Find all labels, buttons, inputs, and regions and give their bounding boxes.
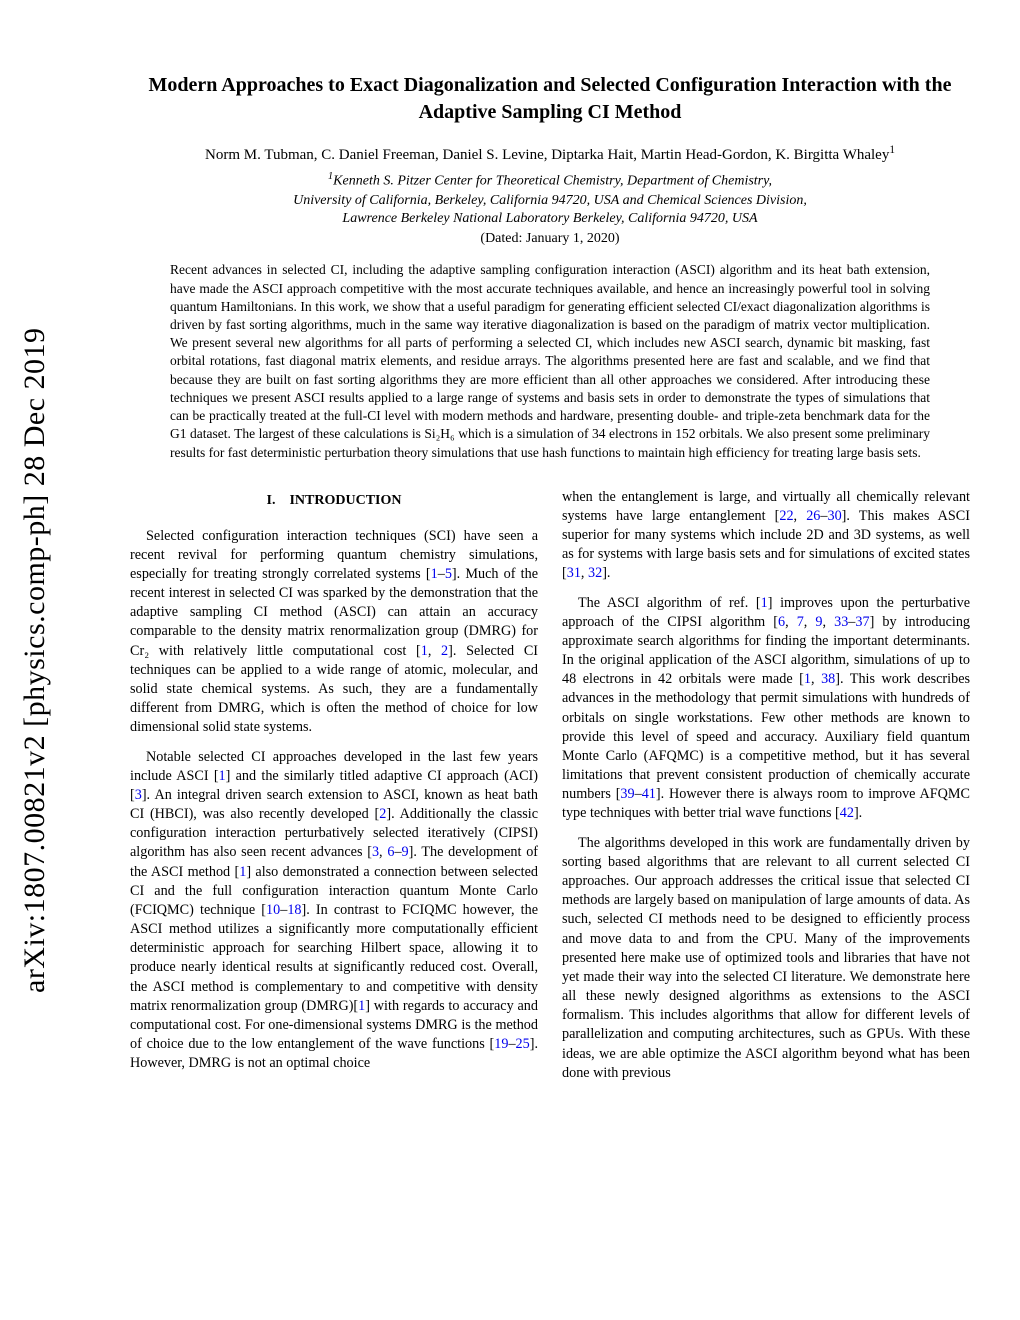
- cite[interactable]: 38: [821, 671, 835, 687]
- paper-content: Modern Approaches to Exact Diagonalizati…: [130, 72, 970, 1093]
- text: –: [438, 566, 445, 582]
- cite[interactable]: 39: [620, 786, 634, 802]
- cite[interactable]: 1: [219, 768, 226, 784]
- text: The ASCI algorithm of ref. [: [578, 595, 761, 611]
- cite[interactable]: 19: [494, 1036, 508, 1052]
- right-column: when the entanglement is large, and virt…: [562, 488, 970, 1093]
- affiliation-line-2: University of California, Berkeley, Cali…: [293, 193, 807, 208]
- arxiv-id-text: arXiv:1807.00821v2 [physics.comp-ph] 28 …: [18, 327, 51, 993]
- left-para-1: Selected configuration interaction techn…: [130, 527, 538, 738]
- two-column-body: I. INTRODUCTION Selected configuration i…: [130, 488, 970, 1093]
- cite[interactable]: 22: [779, 508, 793, 524]
- text: ,: [804, 614, 816, 630]
- cite[interactable]: 33: [834, 614, 848, 630]
- right-para-1: when the entanglement is large, and virt…: [562, 488, 970, 584]
- abstract-text: Recent advances in selected CI, includin…: [170, 261, 930, 461]
- cite[interactable]: 1: [804, 671, 811, 687]
- text: ].: [602, 565, 610, 581]
- cite[interactable]: 1: [761, 595, 768, 611]
- right-para-2: The ASCI algorithm of ref. [1] improves …: [562, 594, 970, 824]
- affiliation-line-3: Lawrence Berkeley National Laboratory Be…: [342, 211, 757, 226]
- cite[interactable]: 31: [567, 565, 581, 581]
- cite[interactable]: 1: [431, 566, 438, 582]
- text: –: [635, 786, 642, 802]
- text: ,: [428, 643, 441, 659]
- cite[interactable]: 25: [516, 1036, 530, 1052]
- cite[interactable]: 32: [588, 565, 602, 581]
- text: ]. This work describes advances in the m…: [562, 671, 970, 802]
- text: ,: [581, 565, 588, 581]
- text: ,: [785, 614, 797, 630]
- dated-line: (Dated: January 1, 2020): [130, 231, 970, 247]
- text: –: [508, 1036, 515, 1052]
- cite[interactable]: 30: [827, 508, 841, 524]
- paper-title: Modern Approaches to Exact Diagonalizati…: [130, 72, 970, 126]
- cite[interactable]: 41: [642, 786, 656, 802]
- section-heading: I. INTRODUCTION: [130, 492, 538, 511]
- cite[interactable]: 5: [445, 566, 452, 582]
- cite[interactable]: 3: [372, 844, 379, 860]
- text: ,: [794, 508, 807, 524]
- left-para-2: Notable selected CI approaches developed…: [130, 748, 538, 1074]
- author-affil-sup: 1: [889, 144, 895, 156]
- text: ,: [811, 671, 821, 687]
- cite[interactable]: 9: [402, 844, 409, 860]
- cite[interactable]: 3: [135, 787, 142, 803]
- cite[interactable]: 7: [797, 614, 804, 630]
- right-para-3: The algorithms developed in this work ar…: [562, 834, 970, 1083]
- left-column: I. INTRODUCTION Selected configuration i…: [130, 488, 538, 1093]
- text: ].: [854, 805, 862, 821]
- affiliation-line-1: Kenneth S. Pitzer Center for Theoretical…: [333, 174, 772, 189]
- text: ,: [823, 614, 835, 630]
- cite[interactable]: 37: [855, 614, 869, 630]
- authors-line: Norm M. Tubman, C. Daniel Freeman, Danie…: [130, 144, 970, 164]
- affiliation-block: 1Kenneth S. Pitzer Center for Theoretica…: [130, 170, 970, 229]
- cite[interactable]: 26: [806, 508, 820, 524]
- authors-text: Norm M. Tubman, C. Daniel Freeman, Danie…: [205, 147, 889, 163]
- text: –: [394, 844, 401, 860]
- cite[interactable]: 10: [266, 902, 280, 918]
- cite[interactable]: 1: [421, 643, 428, 659]
- cite[interactable]: 9: [815, 614, 822, 630]
- cite[interactable]: 18: [287, 902, 301, 918]
- cite[interactable]: 42: [840, 805, 854, 821]
- arxiv-identifier: arXiv:1807.00821v2 [physics.comp-ph] 28 …: [18, 327, 52, 993]
